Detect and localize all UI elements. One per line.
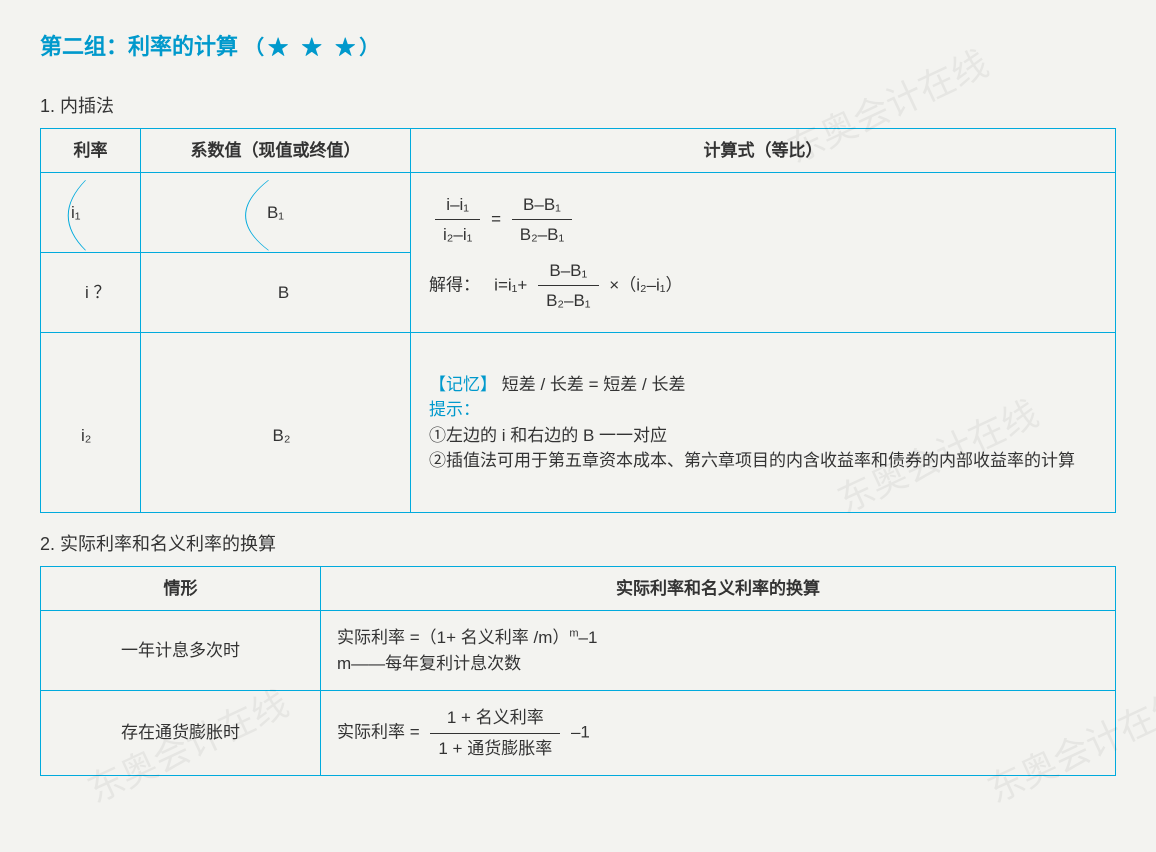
- col-header-conversion: 实际利率和名义利率的换算: [321, 567, 1116, 611]
- section1-heading: 1. 内插法: [40, 93, 1116, 120]
- ratio-equation: i–i₁ i₂–i₁ = B–B₁ B₂–B₁: [429, 192, 1097, 248]
- table-row: 存在通货膨胀时 实际利率 = 1 + 名义利率 1 + 通货膨胀率 –1: [41, 691, 1116, 776]
- solve-frac: B–B₁ B₂–B₁: [538, 258, 598, 314]
- frac-left: i–i₁ i₂–i₁: [435, 192, 480, 248]
- rate-cell: i₁: [41, 173, 141, 253]
- formula-line1: 实际利率 =（1+ 名义利率 /m）m–1: [337, 625, 1099, 651]
- hint-line2: ②插值法可用于第五章资本成本、第六章项目的内含收益率和债券的内部收益率的计算: [429, 448, 1097, 474]
- case-cell: 一年计息多次时: [41, 611, 321, 691]
- coef-cell: B₁: [141, 173, 411, 253]
- equals-sign: =: [491, 209, 506, 228]
- section2-heading: 2. 实际利率和名义利率的换算: [40, 531, 1116, 558]
- table-row: 一年计息多次时 实际利率 =（1+ 名义利率 /m）m–1 m——每年复利计息次…: [41, 611, 1116, 691]
- rate-i2: i₂: [81, 426, 91, 445]
- solve-tail: ×（i₂–i₁）: [609, 275, 682, 294]
- title-text: 第二组：利率的计算: [40, 34, 238, 59]
- frac-left-den: i₂–i₁: [435, 220, 480, 248]
- coef-b: B: [262, 283, 289, 302]
- formula-cell-bottom: 【记忆】 短差 / 长差 = 短差 / 长差 提示： ①左边的 i 和右边的 B…: [411, 333, 1116, 513]
- memo-line: 【记忆】 短差 / 长差 = 短差 / 长差: [429, 372, 1097, 398]
- solve-lhs: i=i₁+: [494, 275, 527, 294]
- case-cell: 存在通货膨胀时: [41, 691, 321, 776]
- coef-cell: B₂: [141, 333, 411, 513]
- section-title: 第二组：利率的计算 （★ ★ ★）: [40, 30, 1116, 63]
- title-stars: （★ ★ ★）: [244, 37, 383, 59]
- formula-cell-top: i–i₁ i₂–i₁ = B–B₁ B₂–B₁ 解得： i=i₁+ B–B₁ B…: [411, 173, 1116, 333]
- formula-line2: m——每年复利计息次数: [337, 651, 1099, 677]
- memo-text: 短差 / 长差 = 短差 / 长差: [502, 375, 686, 394]
- col-header-formula: 计算式（等比）: [411, 129, 1116, 173]
- rate-i: i ？: [85, 283, 111, 302]
- memo-label: 【记忆】: [429, 375, 497, 394]
- inflation-frac: 1 + 名义利率 1 + 通货膨胀率: [430, 705, 560, 761]
- frac-right-den: B₂–B₁: [512, 220, 572, 248]
- frac-right: B–B₁ B₂–B₁: [512, 192, 572, 248]
- rate-cell: i ？: [41, 253, 141, 333]
- conversion-cell: 实际利率 = 1 + 名义利率 1 + 通货膨胀率 –1: [321, 691, 1116, 776]
- col-header-rate: 利率: [41, 129, 141, 173]
- rate-brace: [41, 173, 140, 252]
- coef-b2: B₂: [261, 426, 291, 445]
- solve-label: 解得：: [429, 275, 480, 294]
- frac-den: 1 + 通货膨胀率: [430, 734, 560, 762]
- hint-label: 提示：: [429, 397, 1097, 423]
- prefix-text: 实际利率 =: [337, 722, 424, 741]
- suffix-text: –1: [571, 722, 590, 741]
- frac-num: 1 + 名义利率: [430, 705, 560, 734]
- frac-right-num: B–B₁: [512, 192, 572, 221]
- rate-cell: i₂: [41, 333, 141, 513]
- prefix-text: 实际利率 =（1+ 名义利率 /m）: [337, 628, 569, 647]
- solve-frac-den: B₂–B₁: [538, 286, 598, 314]
- frac-left-num: i–i₁: [435, 192, 480, 221]
- solve-frac-num: B–B₁: [538, 258, 598, 287]
- col-header-coef: 系数值（现值或终值）: [141, 129, 411, 173]
- hint-line1: ①左边的 i 和右边的 B 一一对应: [429, 423, 1097, 449]
- col-header-case: 情形: [41, 567, 321, 611]
- rate-i1: i₁: [71, 203, 81, 222]
- suffix-text: –1: [579, 628, 598, 647]
- conversion-table: 情形 实际利率和名义利率的换算 一年计息多次时 实际利率 =（1+ 名义利率 /…: [40, 566, 1116, 776]
- coef-b1: B₁: [267, 203, 284, 222]
- conversion-cell: 实际利率 =（1+ 名义利率 /m）m–1 m——每年复利计息次数: [321, 611, 1116, 691]
- interpolation-table: 利率 系数值（现值或终值） 计算式（等比） i₁ B₁ i–i₁ i₂–i₁ =: [40, 128, 1116, 513]
- exponent: m: [569, 627, 578, 639]
- coef-cell: B: [141, 253, 411, 333]
- solve-line: 解得： i=i₁+ B–B₁ B₂–B₁ ×（i₂–i₁）: [429, 258, 1097, 314]
